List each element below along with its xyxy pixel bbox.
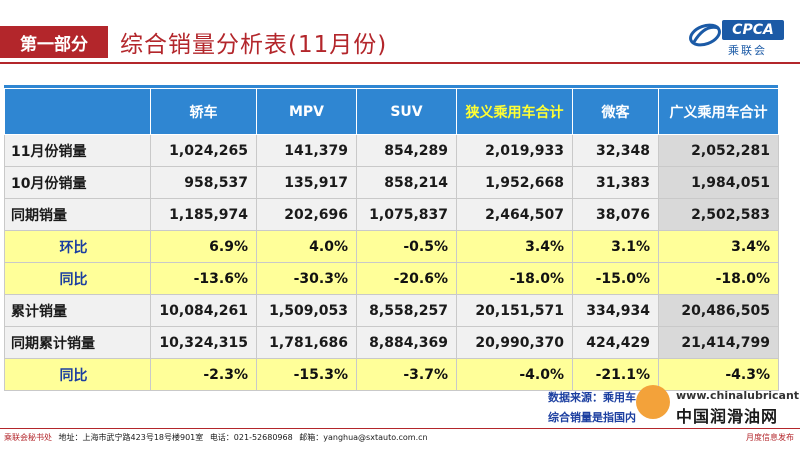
column-header: 狭义乘用车合计 <box>456 88 573 135</box>
table-cell: 1,185,974 <box>150 198 257 231</box>
table-cell: 3.4% <box>658 230 779 263</box>
table-cell: 6.9% <box>150 230 257 263</box>
table-cell: 20,486,505 <box>658 294 779 327</box>
logo-cn-text: 乘联会 <box>728 44 767 57</box>
table-cell: 10,324,315 <box>150 326 257 359</box>
watermark-logo-icon <box>636 385 670 419</box>
table-row: 10月份销量 958,537 135,917 858,214 1,952,668 31,3… <box>4 166 779 199</box>
table-cell: -4.0% <box>456 358 573 391</box>
section-tag: 第一部分 <box>0 26 108 58</box>
table-cell: 2,502,583 <box>658 198 779 231</box>
note-source: 数据来源：乘用车 <box>548 391 636 404</box>
table-cell: 20,990,370 <box>456 326 573 359</box>
table-cell: 1,952,668 <box>456 166 573 199</box>
table-row: 环比 6.9% 4.0% -0.5% 3.4% 3.1% 3.4% <box>4 230 779 263</box>
table-cell: 958,537 <box>150 166 257 199</box>
table-row: 同期累计销量 10,324,315 1,781,686 8,884,369 20,990… <box>4 326 779 359</box>
table-cell: -21.1% <box>572 358 659 391</box>
watermark-url: www.chinalubricant.com <box>676 389 800 402</box>
row-label: 环比 <box>4 230 151 263</box>
row-label: 同比 <box>4 262 151 295</box>
table-cell: 135,917 <box>256 166 357 199</box>
column-header: 广义乘用车合计 <box>658 88 779 135</box>
table-cell: 854,289 <box>356 134 457 167</box>
logo-text: CPCA <box>722 20 784 40</box>
table-cell: -18.0% <box>658 262 779 295</box>
table-cell: 2,052,281 <box>658 134 779 167</box>
footer-right-label: 月度信息发布 <box>746 433 794 442</box>
notes: 数据来源：乘用车 综合销量是指国内 <box>548 388 636 428</box>
column-header: 微客 <box>572 88 659 135</box>
row-label: 同期累计销量 <box>4 326 151 359</box>
column-header: SUV <box>356 88 457 135</box>
header-corner <box>4 88 151 135</box>
column-header: 轿车 <box>150 88 257 135</box>
table-cell: -2.3% <box>150 358 257 391</box>
table-cell: 141,379 <box>256 134 357 167</box>
table-cell: 1,024,265 <box>150 134 257 167</box>
footer: 乘联会秘书处 地址：上海市武宁路423号18号楼901室 电话：021-5268… <box>4 432 432 443</box>
table-cell: 4.0% <box>256 230 357 263</box>
table-cell: -15.3% <box>256 358 357 391</box>
table-cell: -0.5% <box>356 230 457 263</box>
table-cell: -18.0% <box>456 262 573 295</box>
table-cell: 202,696 <box>256 198 357 231</box>
table-row: 累计销量 10,084,261 1,509,053 8,558,257 20,151,5… <box>4 294 779 327</box>
table-cell: -20.6% <box>356 262 457 295</box>
table-cell: 334,934 <box>572 294 659 327</box>
header-rule <box>0 62 800 64</box>
table-row: 11月份销量 1,024,265 141,379 854,289 2,019,933 32… <box>4 134 779 167</box>
table-cell: -15.0% <box>572 262 659 295</box>
footer-org: 乘联会秘书处 <box>4 433 52 442</box>
table-cell: -4.3% <box>658 358 779 391</box>
table-cell: 32,348 <box>572 134 659 167</box>
footer-email: 邮箱：yanghua@sxtauto.com.cn <box>299 433 428 442</box>
table-cell: 1,984,051 <box>658 166 779 199</box>
note-definition: 综合销量是指国内 <box>548 411 636 424</box>
row-label: 同期销量 <box>4 198 151 231</box>
column-header: MPV <box>256 88 357 135</box>
table-cell: -30.3% <box>256 262 357 295</box>
table-cell: 21,414,799 <box>658 326 779 359</box>
logo-swirl-icon <box>689 23 721 47</box>
table-header-row: 轿车 MPV SUV 狭义乘用车合计 微客 广义乘用车合计 <box>4 88 779 135</box>
table-cell: 20,151,571 <box>456 294 573 327</box>
row-label: 10月份销量 <box>4 166 151 199</box>
page-title: 综合销量分析表(11月份) <box>120 32 388 58</box>
row-label: 11月份销量 <box>4 134 151 167</box>
table-cell: 2,464,507 <box>456 198 573 231</box>
table-cell: -13.6% <box>150 262 257 295</box>
table-row: 同比 -2.3% -15.3% -3.7% -4.0% -21.1% -4.3% <box>4 358 779 391</box>
table-cell: 8,884,369 <box>356 326 457 359</box>
footer-rule <box>0 428 800 429</box>
table-top-bar <box>4 85 778 88</box>
table-cell: 38,076 <box>572 198 659 231</box>
table-cell: 1,509,053 <box>256 294 357 327</box>
table-cell: -3.7% <box>356 358 457 391</box>
table-cell: 3.4% <box>456 230 573 263</box>
table-cell: 3.1% <box>572 230 659 263</box>
table-cell: 858,214 <box>356 166 457 199</box>
row-label: 同比 <box>4 358 151 391</box>
cpca-logo: CPCA 乘联会 <box>688 16 796 58</box>
table-row: 同期销量 1,185,974 202,696 1,075,837 2,464,507 38… <box>4 198 779 231</box>
table-cell: 1,075,837 <box>356 198 457 231</box>
table-row: 同比 -13.6% -30.3% -20.6% -18.0% -15.0% -18.0% <box>4 262 779 295</box>
table-cell: 31,383 <box>572 166 659 199</box>
table-cell: 10,084,261 <box>150 294 257 327</box>
row-label: 累计销量 <box>4 294 151 327</box>
table-cell: 1,781,686 <box>256 326 357 359</box>
table-cell: 8,558,257 <box>356 294 457 327</box>
watermark-name: 中国润滑油网 <box>676 407 779 426</box>
footer-address: 地址：上海市武宁路423号18号楼901室 <box>58 433 204 442</box>
sales-table: 轿车 MPV SUV 狭义乘用车合计 微客 广义乘用车合计 11月份销量 1,024,265… <box>4 88 779 391</box>
footer-phone: 电话：021-52680968 <box>209 433 293 442</box>
table-cell: 424,429 <box>572 326 659 359</box>
table-cell: 2,019,933 <box>456 134 573 167</box>
